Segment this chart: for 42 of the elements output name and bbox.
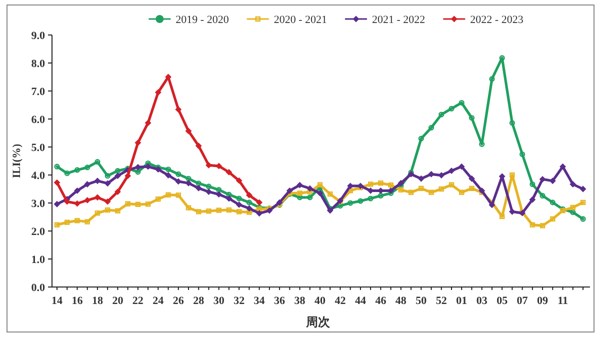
y-tick-label: 9.0 (31, 30, 46, 42)
x-tick-label: 07 (516, 295, 528, 307)
x-tick-label: 11 (558, 295, 568, 307)
x-tick-label: 20 (112, 295, 124, 307)
x-tick-label: 32 (234, 295, 246, 307)
legend-label: 2019 - 2020 (176, 14, 230, 26)
x-tick-label: 50 (416, 295, 428, 307)
x-tick-label: 46 (375, 295, 387, 307)
y-tick-label: 7.0 (31, 86, 46, 98)
x-tick-label: 09 (537, 295, 549, 307)
legend-label: 2020 - 2021 (274, 14, 327, 26)
y-tick-label: 2.0 (31, 226, 46, 238)
y-tick-label: 6.0 (31, 114, 46, 126)
x-tick-label: 44 (354, 295, 366, 307)
y-tick-label: 3.0 (31, 198, 46, 210)
x-tick-label: 30 (213, 295, 225, 307)
x-tick-label: 16 (72, 295, 84, 307)
y-tick-label: 0.0 (31, 282, 46, 294)
legend-label: 2022 - 2023 (470, 14, 524, 26)
x-tick-label: 28 (193, 295, 205, 307)
x-tick-label: 40 (314, 295, 326, 307)
x-tick-label: 14 (52, 295, 63, 307)
x-tick-label: 34 (254, 295, 266, 307)
x-tick-label: 05 (496, 295, 508, 307)
x-tick-label: 26 (172, 295, 184, 307)
x-tick-label: 52 (436, 295, 448, 307)
y-axis-title: ILI(%) (11, 144, 23, 178)
y-tick-label: 4.0 (31, 170, 46, 182)
x-tick-label: 36 (274, 295, 286, 307)
x-tick-label: 18 (92, 295, 104, 307)
legend-label: 2021 - 2022 (372, 14, 426, 26)
x-tick-label: 42 (334, 295, 346, 307)
x-tick-label: 22 (132, 295, 144, 307)
y-tick-label: 5.0 (31, 142, 46, 154)
x-tick-label: 03 (476, 295, 488, 307)
x-axis-title: 周次 (305, 315, 331, 329)
x-tick-label: 24 (152, 295, 164, 307)
y-tick-label: 8.0 (31, 58, 46, 70)
y-tick-label: 1.0 (31, 254, 46, 266)
x-tick-label: 38 (294, 295, 306, 307)
x-tick-label: 48 (395, 295, 407, 307)
x-tick-label: 01 (456, 295, 468, 307)
